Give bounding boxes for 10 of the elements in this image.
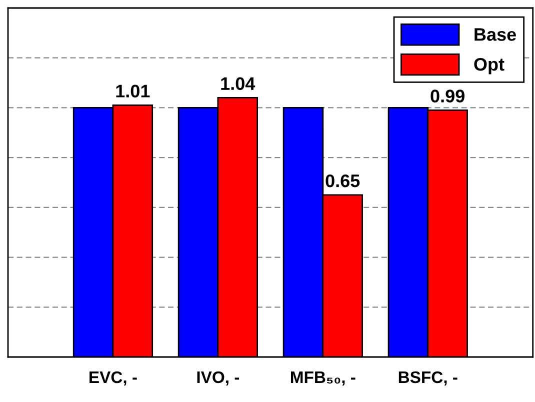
legend-label: Base bbox=[474, 28, 516, 41]
data-label: 1.01 bbox=[116, 84, 150, 98]
data-label: 1.04 bbox=[221, 77, 256, 90]
x-tick-label: IVO, - bbox=[197, 371, 240, 386]
data-label: 0.99 bbox=[430, 90, 464, 102]
data-label: 0.65 bbox=[326, 174, 360, 188]
x-tick-label: BSFC, - bbox=[398, 371, 458, 386]
x-tick-label: MFB₅₀, - bbox=[291, 372, 356, 386]
legend-label: Opt bbox=[474, 58, 504, 74]
x-tick-label: EVC, - bbox=[90, 371, 137, 386]
